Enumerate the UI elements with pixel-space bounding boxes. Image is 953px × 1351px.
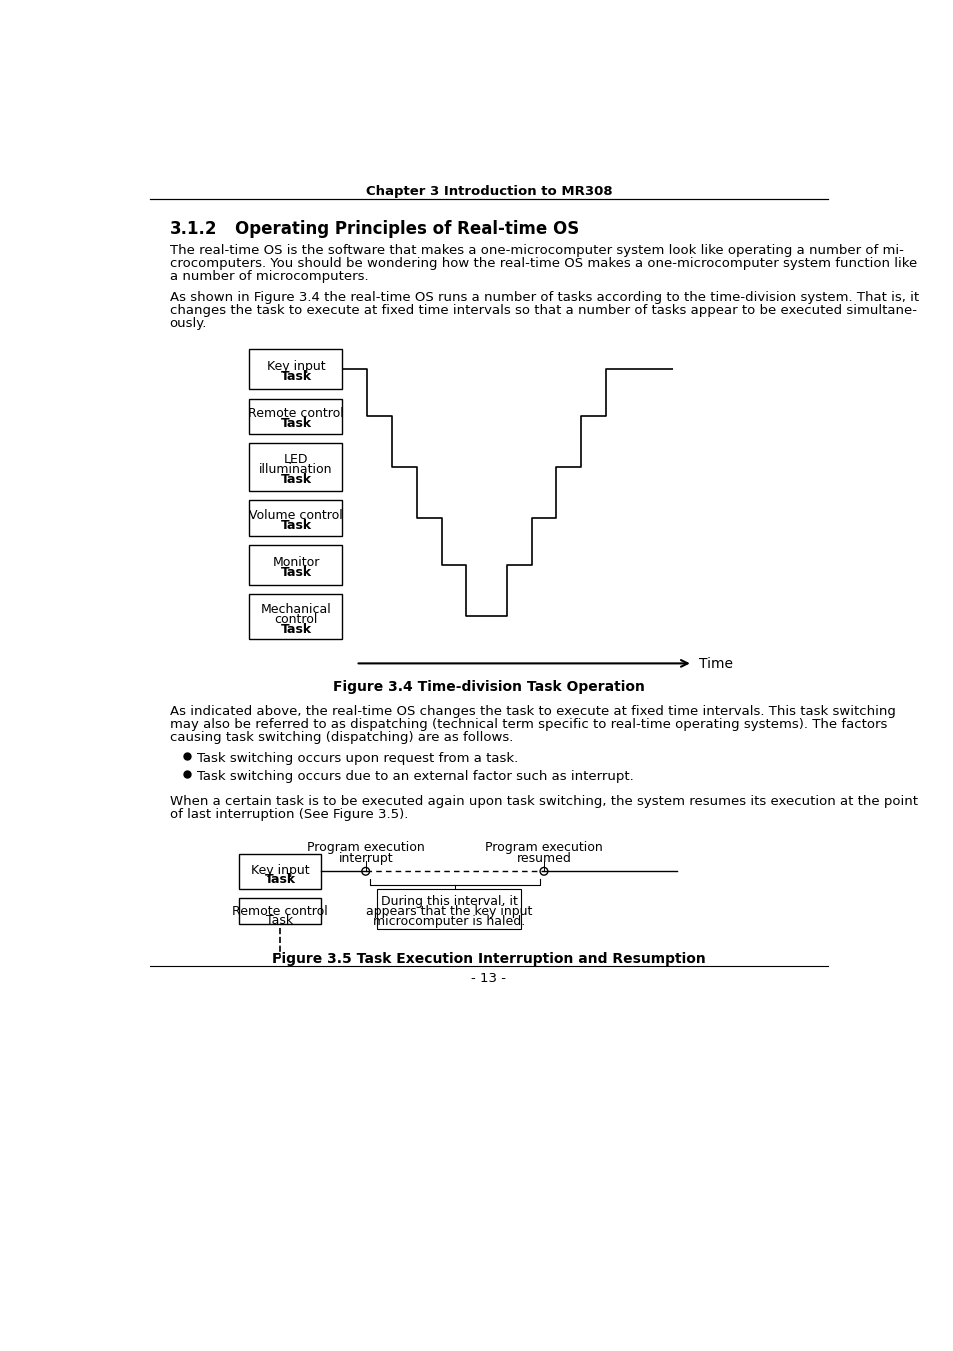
- Text: a number of microcomputers.: a number of microcomputers.: [170, 270, 368, 282]
- Bar: [249, 594, 342, 639]
- Text: causing task switching (dispatching) are as follows.: causing task switching (dispatching) are…: [170, 731, 513, 744]
- Text: of last interruption (See Figure 3.5).: of last interruption (See Figure 3.5).: [170, 808, 408, 821]
- Text: Key input: Key input: [266, 361, 325, 373]
- Text: Task: Task: [280, 566, 312, 580]
- Text: Task: Task: [280, 623, 312, 635]
- Text: Task: Task: [264, 873, 295, 886]
- Text: When a certain task is to be executed again upon task switching, the system resu: When a certain task is to be executed ag…: [170, 794, 917, 808]
- Text: Task: Task: [280, 417, 312, 431]
- Text: Volume control: Volume control: [249, 509, 342, 521]
- Text: Task: Task: [280, 473, 312, 486]
- Bar: [249, 349, 342, 389]
- Text: Remote control: Remote control: [248, 408, 343, 420]
- Text: Operating Principles of Real-time OS: Operating Principles of Real-time OS: [235, 220, 579, 238]
- Text: ously.: ously.: [170, 317, 207, 330]
- Text: As shown in Figure 3.4 the real-time OS runs a number of tasks according to the : As shown in Figure 3.4 the real-time OS …: [170, 290, 918, 304]
- Bar: [239, 898, 320, 924]
- Text: As indicated above, the real-time OS changes the task to execute at fixed time i: As indicated above, the real-time OS cha…: [170, 705, 895, 717]
- Bar: [249, 500, 342, 535]
- Text: crocomputers. You should be wondering how the real-time OS makes a one-microcomp: crocomputers. You should be wondering ho…: [170, 257, 916, 270]
- Bar: [249, 443, 342, 490]
- Text: Program execution: Program execution: [307, 842, 424, 854]
- Text: may also be referred to as dispatching (technical term specific to real-time ope: may also be referred to as dispatching (…: [170, 719, 886, 731]
- Text: resumed: resumed: [516, 852, 571, 865]
- Text: illumination: illumination: [259, 463, 333, 476]
- Text: Mechanical: Mechanical: [260, 603, 331, 616]
- Text: microcomputer is haled.: microcomputer is haled.: [373, 915, 524, 928]
- Text: interrupt: interrupt: [338, 852, 393, 865]
- Text: changes the task to execute at fixed time intervals so that a number of tasks ap: changes the task to execute at fixed tim…: [170, 304, 916, 316]
- Text: Task switching occurs due to an external factor such as interrupt.: Task switching occurs due to an external…: [196, 770, 633, 782]
- Text: - 13 -: - 13 -: [471, 973, 506, 985]
- Text: Monitor: Monitor: [272, 557, 319, 569]
- Bar: [239, 854, 320, 889]
- Text: control: control: [274, 612, 317, 626]
- Text: Task: Task: [266, 915, 294, 927]
- Text: appears that the key input: appears that the key input: [365, 905, 532, 919]
- Text: The real-time OS is the software that makes a one-microcomputer system look like: The real-time OS is the software that ma…: [170, 243, 902, 257]
- Text: Task switching occurs upon request from a task.: Task switching occurs upon request from …: [196, 753, 517, 765]
- Text: LED: LED: [283, 453, 308, 466]
- Text: During this interval, it: During this interval, it: [380, 896, 517, 908]
- Text: Task: Task: [280, 370, 312, 384]
- Text: Chapter 3 Introduction to MR308: Chapter 3 Introduction to MR308: [365, 185, 612, 199]
- Text: Figure 3.5 Task Execution Interruption and Resumption: Figure 3.5 Task Execution Interruption a…: [272, 952, 705, 966]
- Text: 3.1.2: 3.1.2: [170, 220, 217, 238]
- Text: Time: Time: [699, 657, 732, 671]
- Text: Remote control: Remote control: [232, 905, 328, 919]
- Text: Program execution: Program execution: [484, 842, 602, 854]
- Bar: [249, 399, 342, 434]
- Text: Task: Task: [280, 519, 312, 532]
- Bar: [377, 889, 520, 929]
- Text: Figure 3.4 Time-division Task Operation: Figure 3.4 Time-division Task Operation: [333, 681, 644, 694]
- Bar: [249, 544, 342, 585]
- Text: Key input: Key input: [251, 863, 309, 877]
